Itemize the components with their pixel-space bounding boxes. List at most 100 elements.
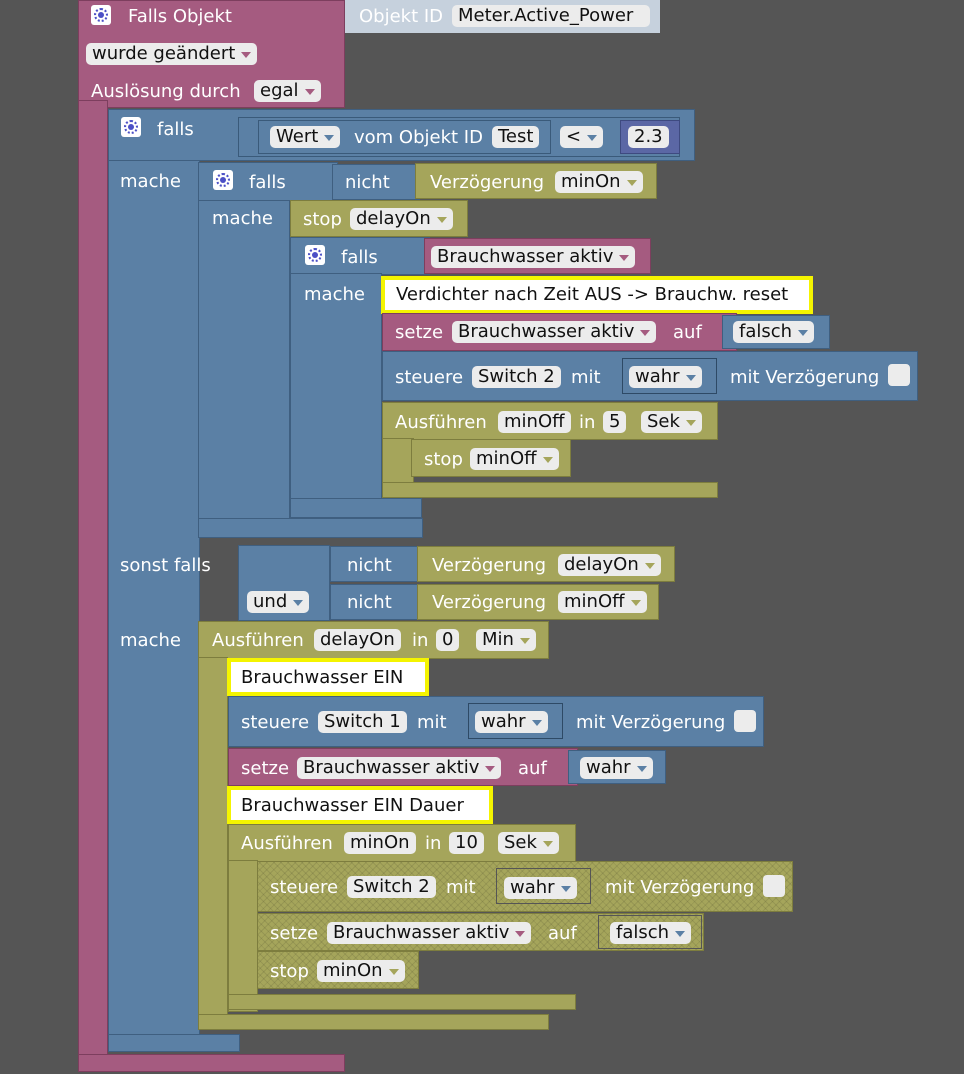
bool3-dropdown[interactable]: falsch	[610, 922, 692, 944]
not-block-2[interactable]	[330, 584, 420, 620]
timer-value-field[interactable]: 5	[603, 411, 627, 433]
bool-dropdown[interactable]: falsch	[733, 321, 815, 343]
condition-variable-dropdown[interactable]: Brauchwasser aktiv	[431, 246, 636, 268]
chevron-down-icon	[644, 563, 655, 569]
nested-if-spine[interactable]	[290, 273, 382, 513]
else-if-label: sonst falls	[120, 555, 211, 576]
set3-variable-value: Brauchwasser aktiv	[333, 922, 510, 943]
delayon-name-field[interactable]: delayOn	[314, 629, 401, 651]
chevron-down-icon	[685, 420, 696, 426]
auf2-label: auf	[518, 758, 547, 779]
condition-variable-value: Brauchwasser aktiv	[437, 246, 614, 267]
control-value-dropdown[interactable]: wahr	[629, 366, 702, 388]
auf3-label: auf	[548, 923, 577, 944]
stop-timer-dropdown[interactable]: minOff	[470, 448, 559, 470]
minon-value-field[interactable]: 10	[449, 832, 484, 854]
object-id-field[interactable]: Meter.Active_Power	[452, 5, 650, 27]
inner-if-bottom[interactable]	[198, 518, 423, 538]
chevron-down-icon	[560, 886, 571, 892]
timer-unit-value: Sek	[647, 411, 680, 432]
set2-variable-dropdown[interactable]: Brauchwasser aktiv	[297, 757, 502, 779]
outer-if-bottom[interactable]	[108, 1034, 240, 1052]
mit-verz3-label: mit Verzögerung	[605, 877, 755, 898]
minon-in-label: in	[425, 833, 442, 854]
comment-dauer-text: Brauchwasser EIN Dauer	[241, 795, 464, 816]
set2-label: setze	[241, 758, 290, 779]
timer-unit-dropdown[interactable]: Sek	[641, 411, 702, 433]
delay-dropdown[interactable]: minOn	[555, 171, 643, 193]
chevron-down-icon	[485, 766, 496, 772]
stop-timer-value: minOff	[476, 448, 537, 469]
chevron-down-icon	[304, 89, 315, 95]
mit3-label: mit	[446, 877, 476, 898]
outer-if-falls-label: falls	[157, 119, 194, 140]
set3-variable-dropdown[interactable]: Brauchwasser aktiv	[327, 922, 532, 944]
comment-block[interactable]	[381, 276, 813, 314]
stop-timer-label: stop	[424, 449, 463, 470]
control3-target-field[interactable]: Switch 2	[347, 876, 436, 898]
minon-name-field[interactable]: minOn	[344, 832, 416, 854]
delay-checkbox-2[interactable]	[734, 710, 756, 732]
number-field[interactable]: 2.3	[628, 126, 669, 148]
not-label-2: nicht	[347, 592, 392, 613]
timer-name-field[interactable]: minOff	[498, 411, 571, 433]
trigger-by-dropdown[interactable]: egal	[254, 80, 321, 102]
inner-if-spine[interactable]	[198, 200, 290, 535]
change-mode-dropdown[interactable]: wurde geändert	[86, 43, 258, 65]
control2-value-dropdown[interactable]: wahr	[475, 711, 548, 733]
chevron-down-icon	[636, 766, 647, 772]
run-label: Ausführen	[395, 412, 487, 433]
comment-block-ein[interactable]	[227, 658, 429, 696]
run-minon-bottom[interactable]	[228, 994, 576, 1010]
trigger-bottom[interactable]	[78, 1054, 345, 1072]
mit-verz2-label: mit Verzögerung	[576, 712, 726, 733]
control3-value-dropdown[interactable]: wahr	[504, 877, 577, 899]
delay-checkbox-3[interactable]	[763, 875, 785, 897]
and-dropdown[interactable]: und	[247, 591, 310, 613]
delay-dropdown-1[interactable]: delayOn	[558, 554, 661, 576]
nested-if-bottom[interactable]	[290, 498, 422, 518]
mit2-label: mit	[417, 712, 447, 733]
not-label: nicht	[345, 172, 390, 193]
chevron-down-icon	[519, 638, 530, 644]
operator-dropdown[interactable]: <	[560, 126, 604, 148]
comment-block-dauer[interactable]	[227, 786, 493, 824]
not-label-1: nicht	[347, 555, 392, 576]
stop-dropdown[interactable]: delayOn	[350, 208, 453, 230]
minon-unit-dropdown[interactable]: Sek	[498, 832, 559, 854]
in-label: in	[579, 412, 596, 433]
delayon-unit-dropdown[interactable]: Min	[476, 629, 536, 651]
delayon-value-field[interactable]: 0	[436, 629, 460, 651]
set-variable-dropdown[interactable]: Brauchwasser aktiv	[452, 321, 657, 343]
stop3-label: stop	[270, 961, 309, 982]
control2-target-field[interactable]: Switch 1	[318, 711, 407, 733]
gear-icon[interactable]	[213, 170, 233, 190]
gear-icon[interactable]	[121, 117, 141, 137]
set3-label: setze	[270, 923, 319, 944]
gear-icon[interactable]	[91, 5, 111, 25]
delayon-in-label: in	[412, 630, 429, 651]
trigger-spine[interactable]	[78, 100, 108, 1060]
run-delayon-spine[interactable]	[198, 657, 228, 1029]
trigger-title: Falls Objekt	[128, 6, 232, 27]
delay-dropdown-2[interactable]: minOff	[558, 591, 647, 613]
value-dropdown[interactable]: Wert	[270, 126, 341, 148]
run-minon-spine[interactable]	[228, 860, 258, 1012]
chevron-down-icon	[324, 135, 335, 141]
chevron-down-icon	[241, 52, 252, 58]
outer-if-spine[interactable]	[108, 160, 200, 1050]
not-block[interactable]	[332, 164, 420, 200]
object-id-test-field[interactable]: Test	[492, 126, 540, 148]
delay-checkbox[interactable]	[888, 364, 910, 386]
control2-label: steuere	[241, 712, 310, 733]
minon-unit-value: Sek	[504, 832, 537, 853]
control-value: wahr	[635, 366, 680, 387]
control-target-field[interactable]: Switch 2	[472, 366, 561, 388]
run-timer-bottom[interactable]	[382, 482, 718, 498]
delay-value: minOn	[561, 171, 621, 192]
gear-icon[interactable]	[305, 245, 325, 265]
run-delayon-bottom[interactable]	[198, 1014, 549, 1030]
stop3-dropdown[interactable]: minOn	[317, 960, 405, 982]
bool2-dropdown[interactable]: wahr	[580, 757, 653, 779]
not-block-1[interactable]	[330, 546, 420, 582]
